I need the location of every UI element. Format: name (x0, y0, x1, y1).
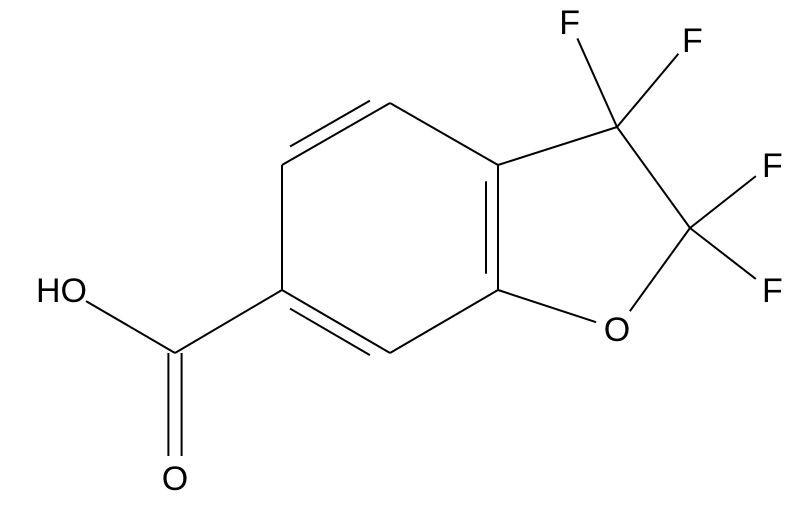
atom-label-f4: F (762, 272, 783, 310)
atom-label-f3: F (762, 147, 783, 185)
atom-label-o12: HO (36, 272, 87, 310)
atom-label-f1: F (559, 4, 580, 42)
atom-label-o9: O (604, 311, 630, 349)
atom-label-o11: O (162, 460, 188, 498)
molecule-canvas: O O HO F F F F (0, 0, 810, 526)
atom-label-f2: F (682, 22, 703, 60)
